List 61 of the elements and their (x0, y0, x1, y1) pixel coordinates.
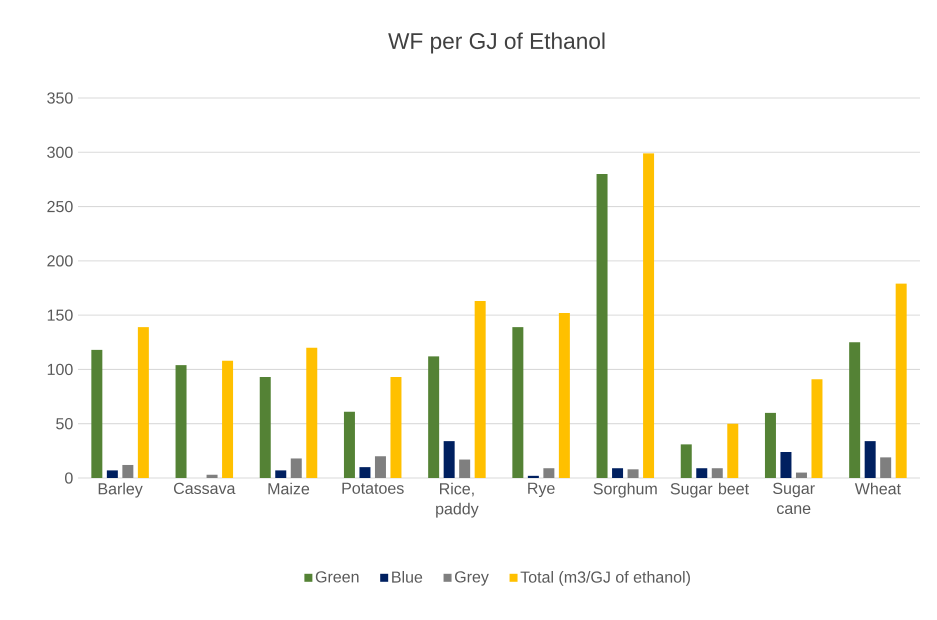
bar (796, 472, 807, 478)
x-tick-label: Sugar cane (773, 482, 815, 514)
bar (206, 474, 218, 478)
bar (512, 327, 524, 478)
legend-label: Green (316, 571, 358, 583)
bar (880, 457, 892, 478)
y-tick-label: 300 (47, 146, 73, 158)
bar (896, 284, 907, 478)
y-tick-label: 100 (48, 364, 73, 376)
y-tick-label: 50 (56, 418, 73, 430)
bar (290, 458, 302, 478)
bar (106, 470, 118, 478)
legend-label: Total (m3/GJ of ethanol) (520, 571, 690, 586)
bar (428, 356, 440, 478)
bar (811, 379, 822, 478)
bar (176, 365, 187, 478)
y-tick-label: 250 (47, 200, 73, 212)
bar (628, 469, 639, 478)
bar (680, 444, 692, 478)
bar (543, 468, 554, 478)
bar (306, 348, 318, 478)
bar (727, 424, 738, 478)
bar (344, 412, 355, 478)
y-tick-label: 200 (47, 255, 73, 267)
bar (864, 441, 876, 478)
bar (260, 377, 271, 478)
bar (138, 327, 149, 478)
chart-title: WF per GJ of Ethanol (388, 32, 604, 54)
bar (359, 467, 370, 478)
x-tick-label: Potatoes (342, 482, 404, 494)
bar (849, 342, 860, 478)
bar (612, 468, 624, 478)
x-tick-label: Rye (528, 482, 555, 498)
bar (374, 456, 386, 478)
bar (764, 412, 776, 478)
bar (222, 360, 234, 478)
legend-label: Grey (455, 571, 489, 586)
bar (275, 470, 286, 478)
bar (444, 441, 455, 478)
x-tick-label: Cassava (174, 482, 236, 494)
x-tick-label: Rice, paddy (436, 482, 479, 518)
y-tick-label: 150 (48, 309, 73, 321)
bar (712, 468, 723, 478)
bar (643, 153, 654, 478)
y-tick-label: 0 (65, 472, 73, 484)
x-tick-label: Wheat (854, 482, 901, 494)
bar (780, 452, 792, 478)
x-tick-label: Barley (98, 482, 143, 498)
x-tick-label: Sorghum (594, 482, 657, 498)
bar (474, 301, 486, 478)
bar (558, 312, 570, 478)
bar (390, 377, 402, 478)
x-tick-label: Sugar beet (670, 482, 749, 498)
bar (91, 350, 102, 478)
y-tick-label: 350 (47, 92, 73, 104)
bar (459, 460, 470, 478)
bar (696, 468, 708, 478)
bar (122, 464, 134, 478)
bar (596, 174, 608, 478)
x-tick-label: Maize (268, 482, 310, 494)
legend-label: Blue (392, 571, 422, 583)
